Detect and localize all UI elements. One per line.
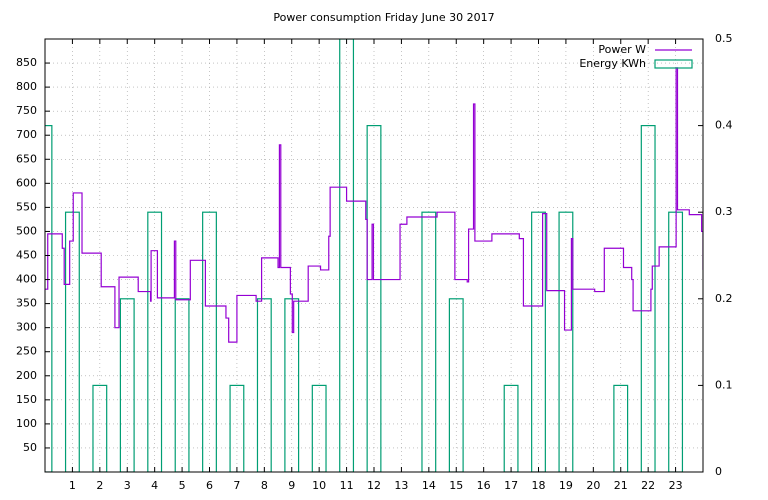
y-tick-label: 200 [16,369,37,382]
y-tick-label: 850 [16,56,37,69]
energy-bar [119,298,135,472]
energy-bar [174,298,190,472]
y-tick-label: 100 [16,417,37,430]
x-tick-label: 13 [394,479,408,492]
y-tick-label: 800 [16,80,37,93]
y-tick-label: 650 [16,152,37,165]
y-tick-label: 450 [16,249,37,262]
energy-bar [640,124,656,472]
energy-bar [339,39,355,472]
legend-swatch [654,59,693,69]
x-tick-label: 10 [312,479,326,492]
y-tick-label: 250 [16,345,37,358]
x-tick-label: 11 [340,479,354,492]
x-tick-label: 3 [124,479,131,492]
x-tick-label: 22 [641,479,655,492]
y-tick-label: 350 [16,297,37,310]
x-tick-label: 12 [367,479,381,492]
legend-label: Energy KWh [579,57,646,70]
x-tick-label: 14 [422,479,436,492]
y-tick-label: 150 [16,393,37,406]
x-tick-label: 1 [69,479,76,492]
x-tick-label: 23 [669,479,683,492]
x-tick-label: 17 [504,479,518,492]
x-tick-label: 5 [179,479,186,492]
grid [45,39,703,472]
y-tick-label: 400 [16,273,37,286]
power-line [45,67,703,343]
energy-bar [366,124,382,472]
x-tick-label: 18 [532,479,546,492]
x-tick-label: 20 [586,479,600,492]
y-tick-label: 300 [16,321,37,334]
y-tick-label: 750 [16,104,37,117]
x-tick-label: 21 [614,479,628,492]
y-tick-label: 700 [16,128,37,141]
x-tick-label: 6 [206,479,213,492]
y2-tick-label: 0.2 [715,292,733,305]
y-tick-label: 550 [16,200,37,213]
y2-tick-label: 0.4 [715,119,733,132]
axes: 1 2 3 4 5 6 7 8 9 10 11 12 13 14 15 16 17 18 19 20 21 22 23501… [16,32,733,492]
y2-tick-label: 0.3 [715,205,733,218]
x-tick-label: 9 [288,479,295,492]
x-tick-label: 8 [261,479,268,492]
x-tick-label: 7 [233,479,240,492]
y-tick-label: 50 [23,441,37,454]
energy-bar [448,298,464,472]
y-tick-label: 500 [16,224,37,237]
x-tick-label: 4 [151,479,158,492]
plot-area [45,39,703,472]
y2-tick-label: 0.1 [715,378,733,391]
x-tick-label: 19 [559,479,573,492]
energy-bar [256,298,272,472]
x-tick-label: 2 [96,479,103,492]
legend-label: Power W [598,43,646,56]
x-tick-label: 16 [477,479,491,492]
chart-title: Power consumption Friday June 30 2017 [273,11,494,24]
y2-tick-label: 0.5 [715,32,733,45]
y2-tick-label: 0 [715,465,722,478]
x-tick-label: 15 [449,479,463,492]
energy-bar [45,124,53,472]
y-tick-label: 600 [16,176,37,189]
